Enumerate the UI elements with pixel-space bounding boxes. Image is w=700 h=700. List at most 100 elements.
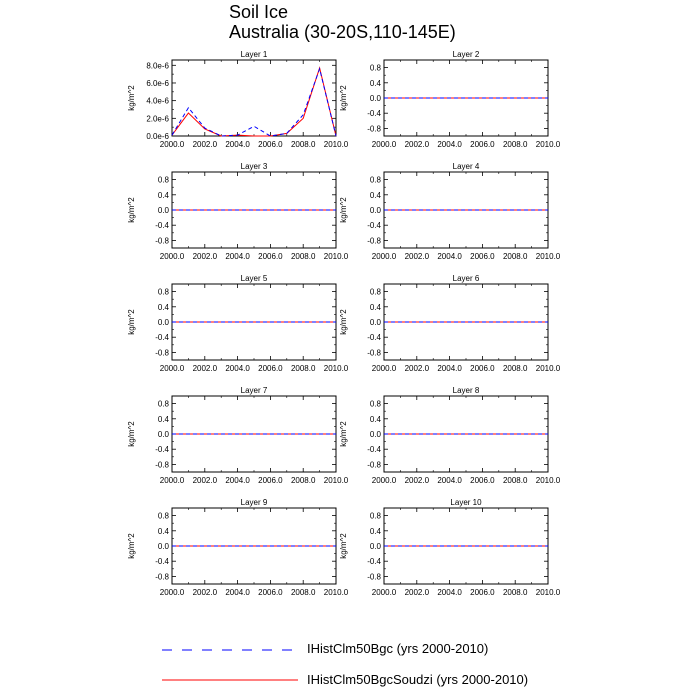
x-tick-label: 2000.0 [372, 588, 397, 597]
panel-layer-7: Layer 7 2000.0 2002.0 2004.0 2006.0 2008.0 201… [127, 386, 349, 485]
y-tick-label: -0.4 [155, 445, 169, 454]
panel-title: Layer 10 [450, 498, 482, 507]
x-tick-label: 2006.0 [470, 140, 495, 149]
y-axis-label: kg/m^2 [339, 197, 348, 223]
legend-label-1: IHistClm50BgcSoudzi (yrs 2000-2010) [307, 672, 529, 687]
y-tick-label: -0.8 [155, 236, 169, 245]
y-tick-label: -0.8 [155, 460, 169, 469]
y-axis-label: kg/m^2 [127, 421, 136, 447]
y-tick-label: 0.0 [370, 542, 382, 551]
y-axis-label: kg/m^2 [127, 533, 136, 559]
x-tick-label: 2002.0 [405, 476, 430, 485]
y-tick-label: -0.8 [367, 460, 381, 469]
y-tick-label: -0.4 [155, 557, 169, 566]
y-axis-label: kg/m^2 [339, 421, 348, 447]
y-tick-label: 0.4 [370, 79, 382, 88]
x-tick-label: 2010.0 [536, 364, 561, 373]
x-tick-label: 2000.0 [160, 140, 185, 149]
x-tick-label: 2002.0 [405, 364, 430, 373]
y-tick-label: 0.0 [370, 206, 382, 215]
x-tick-label: 2002.0 [193, 364, 218, 373]
x-tick-label: 2010.0 [536, 252, 561, 261]
x-tick-label: 2010.0 [536, 476, 561, 485]
x-tick-label: 2004.0 [437, 588, 462, 597]
x-tick-label: 2004.0 [225, 364, 250, 373]
x-tick-label: 2004.0 [437, 252, 462, 261]
x-tick-label: 2002.0 [193, 476, 218, 485]
y-tick-label: 0.8 [370, 400, 382, 409]
x-tick-label: 2004.0 [225, 252, 250, 261]
x-tick-label: 2006.0 [258, 476, 283, 485]
y-tick-label: 0.8 [370, 288, 382, 297]
x-tick-label: 2006.0 [470, 364, 495, 373]
x-tick-label: 2006.0 [258, 252, 283, 261]
panel-layer-9: Layer 9 2000.0 2002.0 2004.0 2006.0 2008.0 201… [127, 498, 349, 597]
y-tick-label: 0.4 [158, 303, 170, 312]
y-tick-label: 0.0 [158, 430, 170, 439]
y-axis-label: kg/m^2 [127, 197, 136, 223]
y-tick-label: 0.4 [158, 415, 170, 424]
x-tick-label: 2010.0 [536, 588, 561, 597]
panel-layer-10: Layer 10 2000.0 2002.0 2004.0 2006.0 2008.0 20… [339, 498, 561, 597]
x-tick-label: 2004.0 [437, 364, 462, 373]
x-tick-label: 2006.0 [258, 140, 283, 149]
panel-layer-1: Layer 1 2000.0 2002.0 2004.0 2006.0 2008.0 201… [127, 50, 349, 149]
x-tick-label: 2002.0 [405, 588, 430, 597]
x-tick-label: 2004.0 [437, 140, 462, 149]
series-line-ihistclm50bgcsoudzi [171, 66, 337, 137]
panel-title: Layer 5 [241, 274, 268, 283]
y-tick-label: 6.0e-6 [146, 79, 169, 88]
y-tick-label: -0.4 [367, 109, 381, 118]
x-tick-label: 2006.0 [470, 476, 495, 485]
y-tick-label: 0.0 [158, 206, 170, 215]
y-tick-label: -0.8 [155, 572, 169, 581]
y-tick-label: 0.8 [158, 400, 170, 409]
panel-layer-2: Layer 2 2000.0 2002.0 2004.0 2006.0 2008.0 201… [339, 50, 561, 149]
y-tick-label: 0.4 [158, 191, 170, 200]
legend-label-0: IHistClm50Bgc (yrs 2000-2010) [307, 641, 489, 656]
chart-title: Soil Ice [229, 2, 289, 22]
x-tick-label: 2006.0 [470, 252, 495, 261]
chart-subtitle: Australia (30-20S,110-145E) [229, 22, 456, 42]
y-tick-label: 0.0 [158, 542, 170, 551]
x-tick-label: 2000.0 [372, 252, 397, 261]
y-tick-label: -0.8 [155, 348, 169, 357]
y-tick-label: 0.4 [370, 527, 382, 536]
x-tick-label: 2010.0 [324, 476, 349, 485]
x-tick-label: 2000.0 [160, 588, 185, 597]
panel-title: Layer 2 [453, 50, 480, 59]
x-tick-label: 2010.0 [324, 140, 349, 149]
panel-title: Layer 4 [453, 162, 480, 171]
x-tick-label: 2008.0 [503, 588, 528, 597]
panel-title: Layer 3 [241, 162, 268, 171]
x-tick-label: 2004.0 [225, 476, 250, 485]
y-tick-label: 2.0e-6 [146, 114, 169, 123]
panel-layer-6: Layer 6 2000.0 2002.0 2004.0 2006.0 2008.0 201… [339, 274, 561, 373]
panel-title: Layer 9 [241, 498, 268, 507]
y-tick-label: 0.4 [370, 303, 382, 312]
x-tick-label: 2010.0 [324, 588, 349, 597]
x-tick-label: 2008.0 [503, 476, 528, 485]
x-tick-label: 2008.0 [291, 476, 316, 485]
panel-layer-3: Layer 3 2000.0 2002.0 2004.0 2006.0 2008.0 201… [127, 162, 349, 261]
panel-title: Layer 6 [453, 274, 480, 283]
x-tick-label: 2004.0 [225, 588, 250, 597]
panel-layer-4: Layer 4 2000.0 2002.0 2004.0 2006.0 2008.0 201… [339, 162, 561, 261]
y-tick-label: 8.0e-6 [146, 61, 169, 70]
panel-layer-5: Layer 5 2000.0 2002.0 2004.0 2006.0 2008.0 201… [127, 274, 349, 373]
y-axis-label: kg/m^2 [339, 85, 348, 111]
y-axis-label: kg/m^2 [339, 309, 348, 335]
x-tick-label: 2008.0 [503, 140, 528, 149]
x-tick-label: 2008.0 [291, 588, 316, 597]
x-tick-label: 2002.0 [405, 252, 430, 261]
y-tick-label: 0.8 [370, 176, 382, 185]
x-tick-label: 2010.0 [536, 140, 561, 149]
x-tick-label: 2000.0 [372, 140, 397, 149]
x-tick-label: 2008.0 [503, 364, 528, 373]
y-tick-label: -0.8 [367, 124, 381, 133]
x-tick-label: 2000.0 [372, 476, 397, 485]
y-tick-label: 4.0e-6 [146, 97, 169, 106]
y-tick-label: 0.4 [158, 527, 170, 536]
